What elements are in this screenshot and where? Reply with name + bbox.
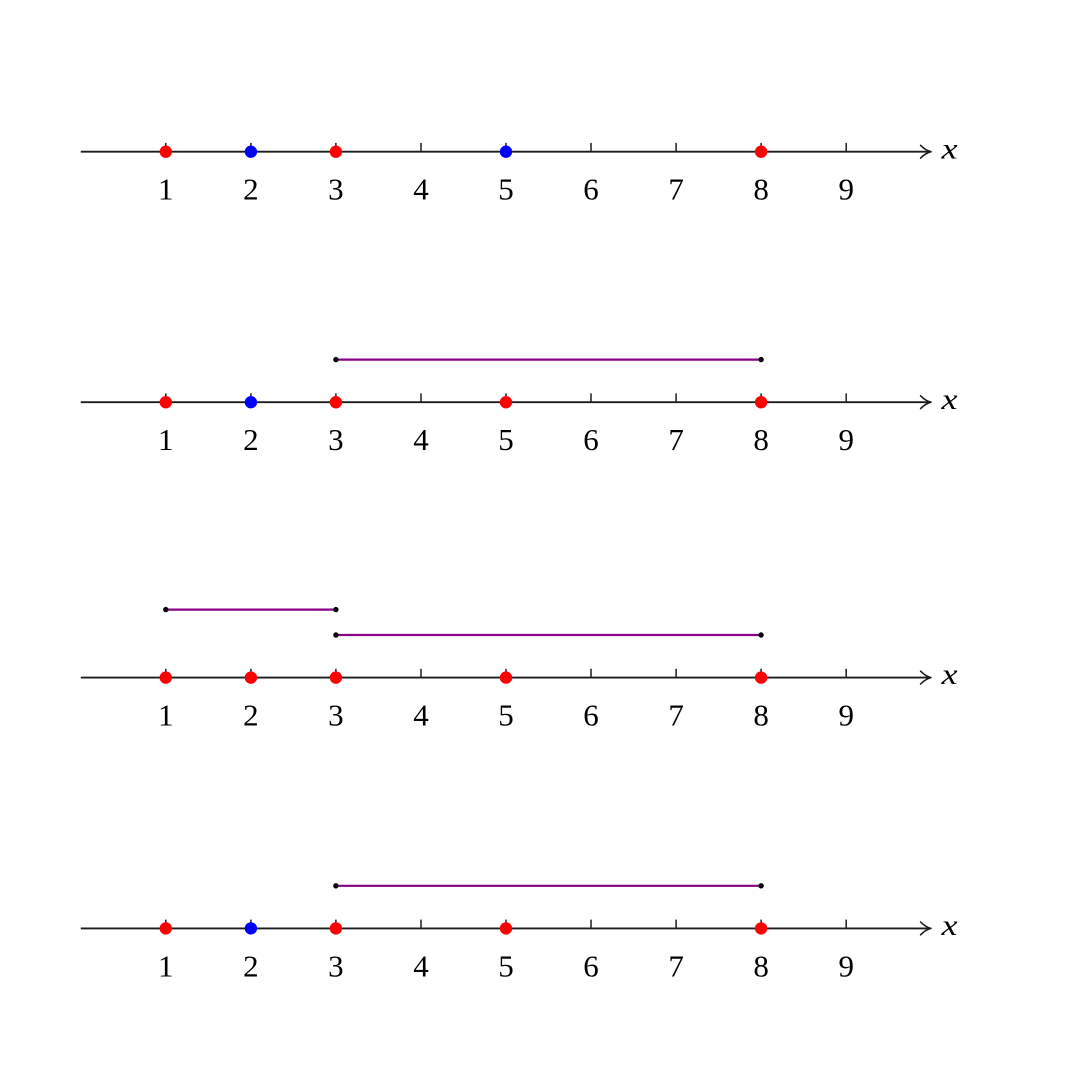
- svg-text:8: 8: [753, 948, 769, 983]
- svg-text:4: 4: [413, 698, 429, 733]
- svg-text:1: 1: [158, 422, 174, 457]
- svg-text:9: 9: [838, 422, 854, 457]
- svg-text:x: x: [940, 383, 958, 416]
- svg-text:7: 7: [668, 948, 684, 983]
- svg-text:6: 6: [583, 172, 599, 207]
- svg-text:6: 6: [583, 698, 599, 733]
- svg-text:6: 6: [583, 422, 599, 457]
- svg-text:8: 8: [753, 422, 769, 457]
- svg-text:7: 7: [668, 698, 684, 733]
- svg-text:5: 5: [498, 172, 514, 207]
- svg-text:4: 4: [413, 172, 429, 207]
- svg-text:4: 4: [413, 948, 429, 983]
- svg-text:7: 7: [668, 422, 684, 457]
- svg-text:2: 2: [243, 172, 259, 207]
- svg-text:7: 7: [668, 172, 684, 207]
- svg-text:6: 6: [583, 948, 599, 983]
- svg-text:5: 5: [498, 422, 514, 457]
- svg-text:8: 8: [753, 172, 769, 207]
- svg-text:x: x: [940, 658, 958, 691]
- svg-text:2: 2: [243, 948, 259, 983]
- svg-text:3: 3: [328, 698, 344, 733]
- svg-text:4: 4: [413, 422, 429, 457]
- svg-text:9: 9: [838, 948, 854, 983]
- svg-text:2: 2: [243, 422, 259, 457]
- svg-text:3: 3: [328, 948, 344, 983]
- svg-text:8: 8: [753, 698, 769, 733]
- svg-text:9: 9: [838, 172, 854, 207]
- svg-text:1: 1: [158, 172, 174, 207]
- svg-text:5: 5: [498, 948, 514, 983]
- svg-text:5: 5: [498, 698, 514, 733]
- svg-text:9: 9: [838, 698, 854, 733]
- svg-text:2: 2: [243, 698, 259, 733]
- svg-text:3: 3: [328, 422, 344, 457]
- svg-text:x: x: [940, 909, 958, 942]
- svg-text:3: 3: [328, 172, 344, 207]
- svg-text:x: x: [940, 132, 958, 165]
- svg-text:1: 1: [158, 698, 174, 733]
- svg-text:1: 1: [158, 948, 174, 983]
